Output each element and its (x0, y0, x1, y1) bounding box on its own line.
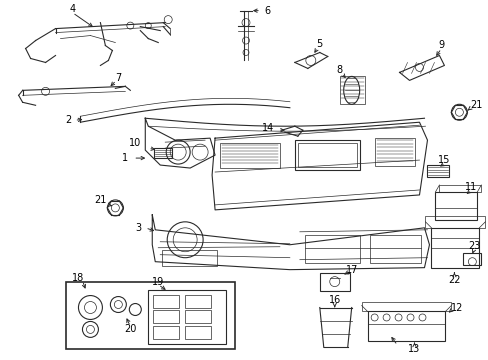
Bar (374, 138, 414, 166)
Text: 17: 17 (345, 265, 357, 275)
Text: 18: 18 (72, 273, 84, 283)
Bar (148, 289, 225, 345)
Text: 21: 21 (94, 195, 106, 205)
Bar (304, 235, 359, 263)
Bar (430, 228, 478, 268)
Text: 1: 1 (122, 153, 128, 163)
Text: 20: 20 (124, 324, 136, 334)
Bar (367, 311, 445, 341)
Bar (297, 143, 356, 167)
Text: 5: 5 (316, 39, 322, 49)
Bar (463, 253, 480, 265)
Bar (153, 294, 179, 307)
Text: 6: 6 (264, 6, 270, 15)
Text: 9: 9 (437, 40, 444, 50)
Bar (425, 216, 484, 228)
Bar (153, 327, 179, 339)
Bar (220, 143, 279, 168)
Bar (319, 273, 349, 291)
Text: 2: 2 (65, 115, 71, 125)
Bar (435, 192, 476, 220)
Text: 16: 16 (328, 294, 340, 305)
Text: 13: 13 (407, 345, 420, 354)
Text: 4: 4 (69, 4, 76, 14)
Bar (185, 294, 211, 307)
Bar (339, 76, 364, 104)
Bar (185, 327, 211, 339)
Text: 22: 22 (447, 275, 460, 285)
Bar (153, 310, 179, 323)
Text: 14: 14 (261, 123, 273, 133)
Text: 10: 10 (129, 138, 141, 148)
Text: 21: 21 (469, 100, 482, 110)
Text: 15: 15 (437, 155, 450, 165)
Bar (439, 185, 480, 192)
Bar (65, 282, 235, 349)
Text: 23: 23 (467, 241, 480, 251)
Text: 3: 3 (135, 223, 141, 233)
Bar (369, 235, 421, 263)
Text: 12: 12 (450, 302, 463, 312)
Bar (361, 302, 450, 311)
Text: 8: 8 (336, 66, 342, 76)
Text: 11: 11 (464, 182, 476, 192)
Bar (162, 250, 217, 266)
Bar (427, 165, 448, 177)
Bar (294, 140, 359, 170)
Text: 7: 7 (115, 73, 121, 84)
Text: 19: 19 (152, 276, 164, 287)
Bar (154, 148, 172, 158)
Bar (185, 310, 211, 323)
